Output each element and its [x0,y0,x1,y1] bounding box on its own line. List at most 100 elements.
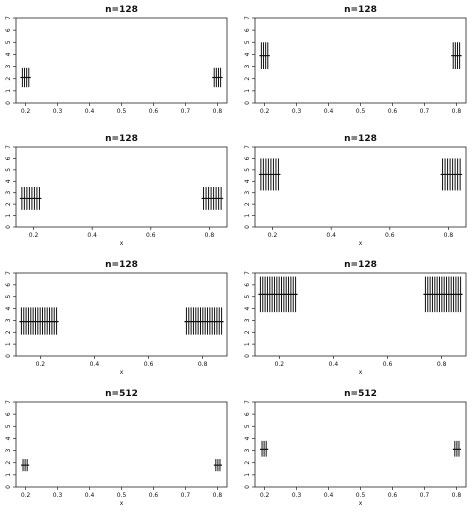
panel-title: n=128 [344,260,377,270]
plot-frame [254,146,467,228]
x-tick-label: 0.4 [324,492,334,499]
x-tick-label: 0.3 [292,108,302,115]
y-tick-label: 1 [244,213,251,217]
errorbar-cluster-2 [451,42,462,69]
y-tick-label: 6 [244,28,251,32]
x-tick-label: 0.4 [324,108,334,115]
y-tick-label: 5 [244,295,251,299]
y-tick-label: 7 [5,145,12,149]
x-tick-label: 0.3 [53,492,63,499]
panel-1: n=128 0 1 2 3 4 5 6 7 0.2 0.3 0.4 0.5 0.6 0.7 0.8 [5,5,228,115]
x-tick-label: 0.4 [85,108,95,115]
x-tick-label: 0.7 [420,108,430,115]
y-tick-label: 5 [5,168,12,172]
y-tick-label: 0 [244,354,251,358]
x-tick-label: 0.5 [117,492,127,499]
plot-frame [254,17,467,104]
errorbar-cluster-2 [213,459,222,472]
x-tick-label: 0.6 [383,361,393,368]
x-tick-label: 0.8 [452,492,462,499]
y-tick-label: 4 [244,179,251,183]
x-tick-label: 0.6 [149,108,159,115]
x-tick-label: 0.4 [85,492,95,499]
panel-title: n=128 [105,134,138,144]
x-axis-label: x [120,240,124,247]
y-tick-label: 1 [244,342,251,346]
errorbar-cluster-2 [423,276,463,313]
y-tick-label: 2 [244,330,251,334]
y-tick-label: 3 [244,191,251,195]
y-tick-label: 7 [244,400,251,404]
y-tick-label: 0 [5,101,12,105]
x-tick-label: 0.4 [90,361,100,368]
y-tick-label: 1 [5,213,12,217]
errorbar-cluster-1 [258,158,281,191]
y-tick-label: 6 [244,412,251,416]
errorbar-cluster-1 [258,276,298,313]
y-tick-label: 0 [244,485,251,489]
y-tick-label: 2 [5,77,12,81]
y-tick-label: 5 [244,424,251,428]
y-tick-label: 5 [5,424,12,428]
y-tick-label: 4 [244,436,251,440]
y-tick-label: 7 [5,271,12,275]
x-tick-label: 0.8 [213,492,223,499]
y-tick-label: 6 [5,28,12,32]
errorbar-cluster-2 [452,440,461,457]
y-tick-label: 7 [244,145,251,149]
x-tick-label: 0.6 [146,232,156,239]
x-tick-label: 0.5 [117,108,127,115]
x-tick-label: 0.2 [275,361,285,368]
y-tick-label: 3 [5,318,12,322]
x-tick-label: 0.7 [420,492,430,499]
x-tick-label: 0.3 [292,492,302,499]
y-tick-label: 7 [244,16,251,20]
errorbar-cluster-2 [440,158,463,191]
panel-title: n=128 [344,5,377,15]
x-tick-label: 0.4 [329,361,339,368]
x-tick-label: 0.2 [29,232,39,239]
x-tick-label: 0.7 [181,492,191,499]
y-tick-label: 4 [5,52,12,56]
y-tick-label: 7 [244,271,251,275]
y-tick-label: 7 [5,400,12,404]
panel-title: n=512 [344,389,377,399]
y-tick-label: 3 [5,448,12,452]
y-tick-label: 5 [244,40,251,44]
x-tick-label: 0.2 [260,492,270,499]
panel-5: n=128 0 1 2 3 4 5 6 7 0.2 0.4 0.6 0.8 x [5,260,228,376]
y-tick-label: 0 [5,485,12,489]
y-tick-label: 4 [244,306,251,310]
panel-title: n=512 [105,389,138,399]
panel-7: n=512 0 1 2 3 4 5 6 7 0.2 0.3 0.4 0.5 0.6 0.7 0.8 x [5,389,228,507]
y-tick-label: 4 [5,179,12,183]
errorbar-cluster-1 [260,440,269,457]
y-tick-label: 4 [244,52,251,56]
errorbar-cluster-2 [201,187,224,210]
y-tick-label: 2 [5,461,12,465]
y-tick-label: 0 [244,101,251,105]
y-tick-label: 6 [5,156,12,160]
plot-frame [15,272,228,357]
y-tick-label: 2 [244,461,251,465]
panel-8: n=512 0 1 2 3 4 5 6 7 0.2 0.3 0.4 0.5 0.6 0.7 0.8 x [244,389,467,507]
x-tick-label: 0.2 [21,108,31,115]
x-tick-label: 0.7 [181,108,191,115]
y-tick-label: 2 [5,330,12,334]
errorbar-cluster-1 [259,42,270,69]
errorbar-cluster-2 [184,307,224,335]
y-tick-label: 5 [5,295,12,299]
x-tick-label: 0.4 [87,232,97,239]
y-tick-label: 4 [5,436,12,440]
y-tick-label: 5 [244,168,251,172]
y-tick-label: 6 [244,283,251,287]
x-tick-label: 0.5 [356,492,366,499]
y-tick-label: 1 [244,473,251,477]
x-tick-label: 0.6 [388,108,398,115]
panel-title: n=128 [105,5,138,15]
x-tick-label: 0.6 [149,492,159,499]
y-tick-label: 4 [5,306,12,310]
panel-title: n=128 [105,260,138,270]
plot-frame [254,272,467,357]
